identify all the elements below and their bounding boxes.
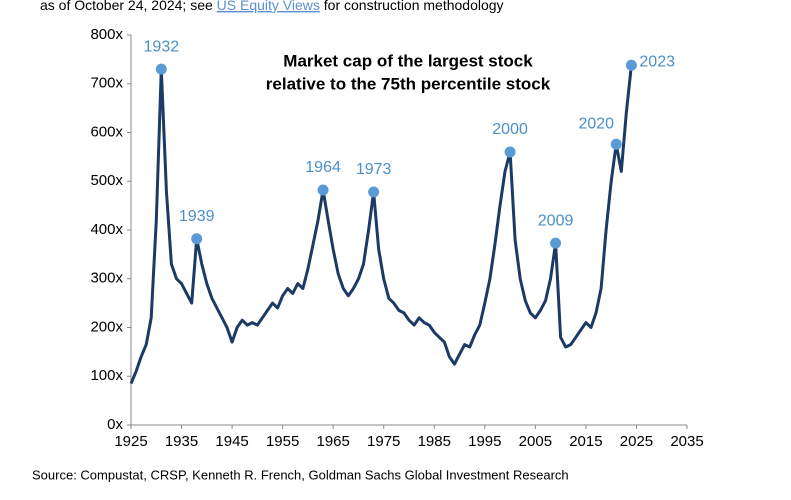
peak-marker [191,233,203,245]
peak-label: 1939 [179,208,215,225]
x-tick-label: 1985 [418,433,451,450]
y-tick-label: 400x [90,221,123,238]
x-tick-label: 2025 [620,433,653,450]
chart-title: relative to the 75th percentile stock [266,74,551,93]
y-tick-label: 300x [90,270,123,287]
peak-label: 2000 [492,121,528,138]
x-tick-label: 1935 [165,433,198,450]
x-tick-label: 2035 [670,433,703,450]
link[interactable]: US Equity Views [217,0,320,13]
peak-label: 1932 [144,38,180,55]
x-tick-label: 1925 [114,433,147,450]
peak-label: 2020 [578,115,614,132]
y-tick-label: 200x [90,318,123,335]
y-tick-label: 0x [107,416,123,433]
peak-marker [610,138,622,150]
note: as of October 24, 2024; see US Equity Vi… [40,0,504,13]
x-tick-label: 1955 [266,433,299,450]
note-text: for construction methodology [320,0,504,13]
chart-title: Market cap of the largest stock [283,51,533,70]
y-tick-label: 800x [90,26,123,43]
source: Source: Compustat, CRSP, Kenneth R. Fren… [32,467,569,482]
x-tick-label: 1945 [215,433,248,450]
peak-marker [550,237,562,249]
peak-label: 1973 [356,161,392,178]
y-tick-label: 100x [90,367,123,384]
y-tick-label: 600x [90,123,123,140]
y-tick-label: 700x [90,75,123,92]
x-tick-label: 1995 [468,433,501,450]
peak-marker [155,63,167,75]
peak-marker [368,186,380,198]
peak-label: 2023 [639,53,675,70]
x-tick-label: 1965 [316,433,349,450]
line-series [129,65,633,385]
peak-marker [625,59,637,71]
peak-marker [504,146,516,158]
note-text: as of October 24, 2024; see [40,0,217,13]
x-tick-label: 1975 [367,433,400,450]
peak-label: 2009 [538,212,574,229]
peak-marker [317,184,329,196]
x-tick-label: 2015 [569,433,602,450]
peak-label: 1964 [305,159,341,176]
y-tick-label: 500x [90,172,123,189]
x-tick-label: 2005 [519,433,552,450]
